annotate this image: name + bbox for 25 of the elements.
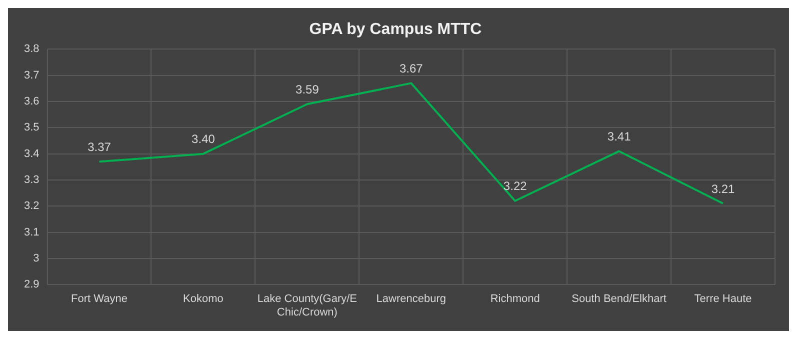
x-tick-label: Richmond [490, 293, 540, 306]
y-tick-label: 3.6 [24, 96, 40, 108]
y-tick-label: 2.9 [24, 278, 40, 291]
chart-title: GPA by Campus MTTC [309, 21, 482, 38]
y-tick-label: 3.4 [24, 148, 40, 160]
y-tick-label: 3.2 [24, 200, 40, 212]
y-tick-label: 3.3 [24, 174, 40, 186]
y-tick-label: 3.1 [24, 226, 40, 238]
y-tick-label: 3.5 [24, 122, 40, 134]
data-label: 3.21 [711, 182, 736, 196]
x-tick-label: Lake County(Gary/E Chic/Crown) [257, 293, 358, 318]
x-tick-label: Fort Wayne [71, 293, 128, 306]
x-tick-label: Lawrenceburg [376, 293, 446, 306]
y-tick-label: 3 [33, 252, 40, 264]
data-label: 3.59 [296, 82, 320, 96]
x-tick-label: South Bend/Elkhart [572, 293, 666, 306]
y-tick-label: 3.7 [24, 69, 40, 82]
data-label: 3.41 [607, 130, 632, 144]
x-tick-label: Terre Haute [694, 293, 752, 306]
data-label: 3.37 [88, 140, 112, 154]
x-tick-label: Kokomo [183, 293, 224, 306]
data-label: 3.67 [399, 62, 424, 76]
data-label: 3.40 [192, 132, 216, 146]
y-tick-label: 3.8 [24, 43, 40, 56]
data-label: 3.22 [503, 179, 528, 194]
